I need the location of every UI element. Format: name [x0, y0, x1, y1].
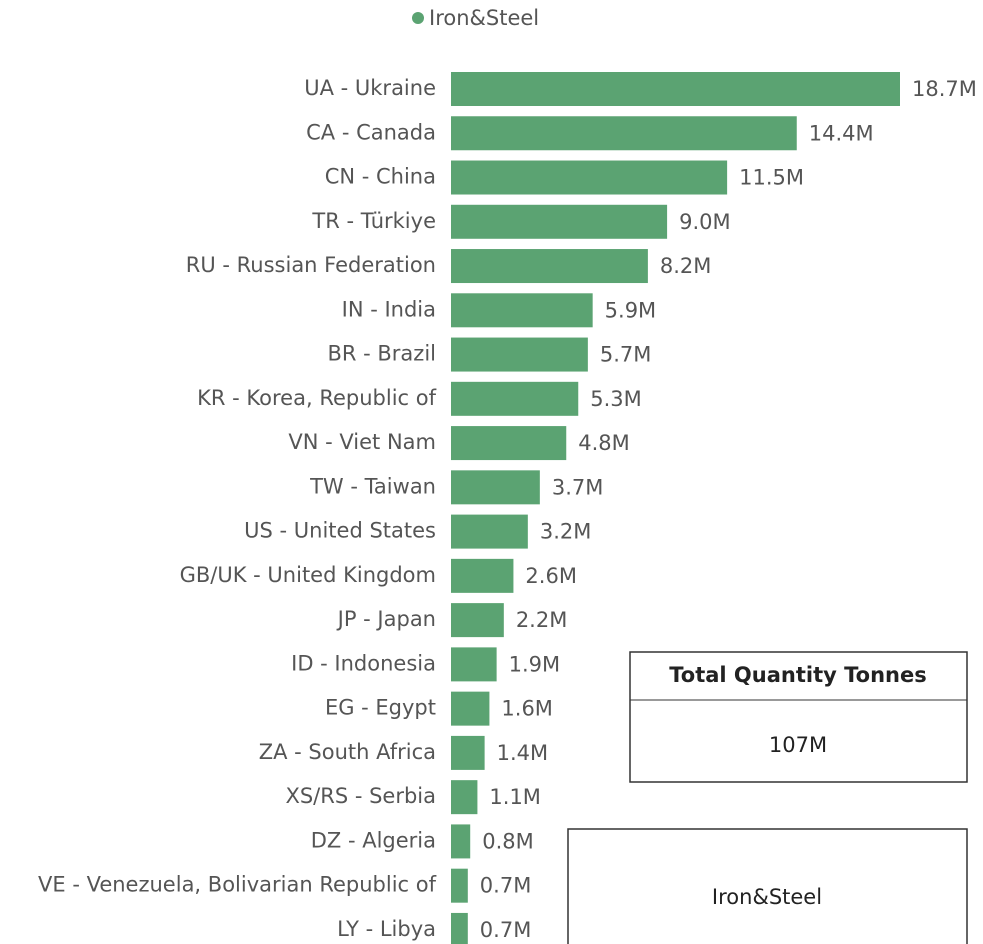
legend-label: Iron&Steel — [429, 6, 539, 30]
card-value: 107M — [769, 733, 827, 757]
data-label: 9.0M — [679, 210, 731, 234]
data-label: 8.2M — [660, 254, 712, 278]
card-value: Iron&Steel — [712, 885, 822, 909]
bar — [451, 72, 900, 106]
data-label: 2.2M — [516, 608, 568, 632]
card-border — [629, 651, 968, 783]
data-label: 5.7M — [600, 343, 652, 367]
bar — [451, 824, 471, 859]
data-label: 1.9M — [509, 652, 561, 676]
y-tick-label: GB/UK - United Kingdom — [180, 563, 436, 587]
y-tick-label: VE - Venezuela, Bolivarian Republic of — [38, 873, 437, 897]
bar — [451, 116, 797, 151]
bar — [451, 558, 514, 593]
bar — [451, 514, 528, 549]
y-tick-label: XS/RS - Serbia — [285, 784, 436, 808]
y-tick-label: DZ - Algeria — [311, 828, 436, 852]
bar — [451, 470, 540, 505]
y-tick-label: BR - Brazil — [327, 342, 436, 366]
y-tick-label: JP - Japan — [336, 607, 436, 631]
bar — [451, 647, 497, 682]
bar — [451, 868, 468, 903]
bar — [451, 337, 588, 372]
y-tick-label: LY - Libya — [337, 917, 436, 941]
data-label: 1.1M — [489, 785, 541, 809]
card-border — [567, 828, 968, 944]
y-tick-label: ZA - South Africa — [259, 740, 436, 764]
y-tick-label: US - United States — [244, 519, 436, 543]
data-label: 3.2M — [540, 520, 592, 544]
bar — [451, 780, 478, 815]
data-label: 5.9M — [605, 298, 657, 322]
y-tick-label: EG - Egypt — [325, 696, 436, 720]
y-tick-label: TR - Türkiye — [311, 209, 436, 233]
y-tick-label: VN - Viet Nam — [288, 430, 436, 454]
y-tick-label: RU - Russian Federation — [186, 253, 436, 277]
data-label: 11.5M — [739, 166, 804, 190]
bar — [451, 293, 593, 328]
card-title: Total Quantity Tonnes — [669, 663, 927, 687]
bar — [451, 691, 490, 726]
data-label: 3.7M — [552, 475, 604, 499]
bar — [451, 249, 648, 284]
data-label: 4.8M — [578, 431, 630, 455]
bar — [451, 735, 485, 770]
y-tick-label: TW - Taiwan — [309, 474, 436, 498]
y-tick-label: KR - Korea, Republic of — [197, 386, 436, 410]
data-label: 14.4M — [809, 121, 874, 145]
data-label: 2.6M — [525, 564, 577, 588]
y-tick-label: ID - Indonesia — [291, 651, 436, 675]
data-label: 1.4M — [497, 741, 549, 765]
bar — [451, 160, 728, 195]
legend-marker — [412, 12, 424, 24]
y-tick-label: IN - India — [342, 297, 436, 321]
bar — [451, 603, 504, 638]
bar — [451, 912, 468, 944]
card: Total Quantity Tonnes 107M — [629, 651, 968, 783]
data-label: 0.7M — [480, 918, 532, 942]
data-label: 5.3M — [590, 387, 642, 411]
card: Iron&Steel — [567, 828, 968, 944]
data-label: 0.7M — [480, 874, 532, 898]
bar — [451, 381, 579, 416]
data-label: 0.8M — [482, 829, 534, 853]
data-label: 1.6M — [501, 697, 553, 721]
bar — [451, 204, 668, 239]
bar — [451, 426, 567, 461]
y-tick-label: UA - Ukraine — [304, 76, 436, 100]
y-tick-label: CA - Canada — [306, 120, 436, 144]
y-tick-label: CN - China — [325, 165, 436, 189]
data-label: 18.7M — [912, 77, 977, 101]
